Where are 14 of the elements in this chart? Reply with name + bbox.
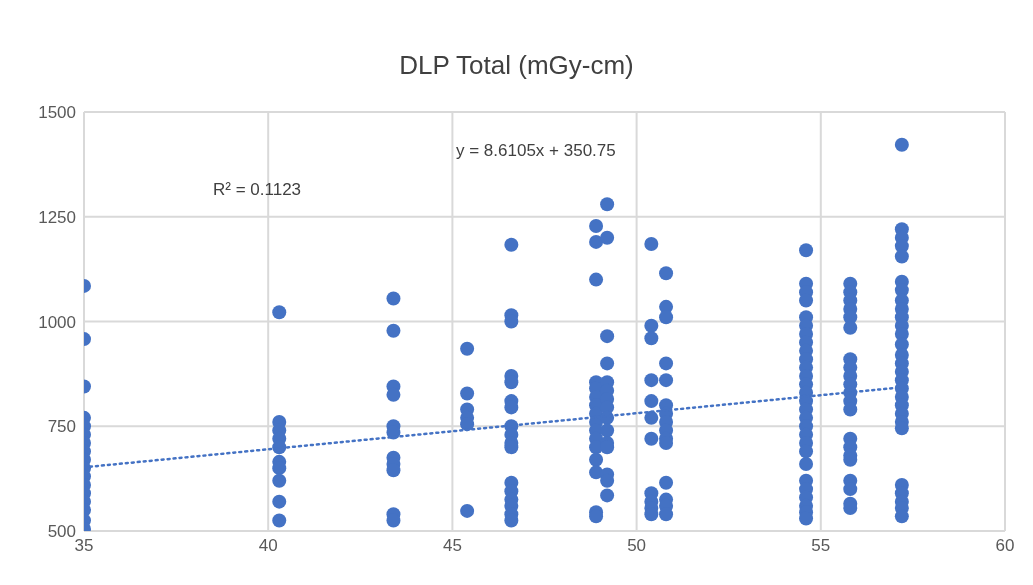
y-tick-label: 750: [47, 417, 76, 437]
y-tick-label: 1000: [38, 312, 76, 332]
x-tick-label: 60: [995, 536, 1015, 556]
chart-title: DLP Total (mGy-cm): [398, 50, 635, 81]
x-tick-label: 35: [74, 536, 94, 556]
annotation: R² = 0.1123: [213, 180, 302, 200]
x-tick-label: 45: [442, 536, 462, 556]
x-tick-label: 55: [811, 536, 831, 556]
y-tick-label: 1500: [38, 103, 76, 123]
y-tick-label: 1250: [38, 207, 76, 227]
x-tick-label: 40: [258, 536, 278, 556]
x-tick-label: 50: [627, 536, 647, 556]
annotation: y = 8.6105x + 350.75: [456, 141, 616, 161]
y-tick-label: 500: [47, 522, 76, 542]
